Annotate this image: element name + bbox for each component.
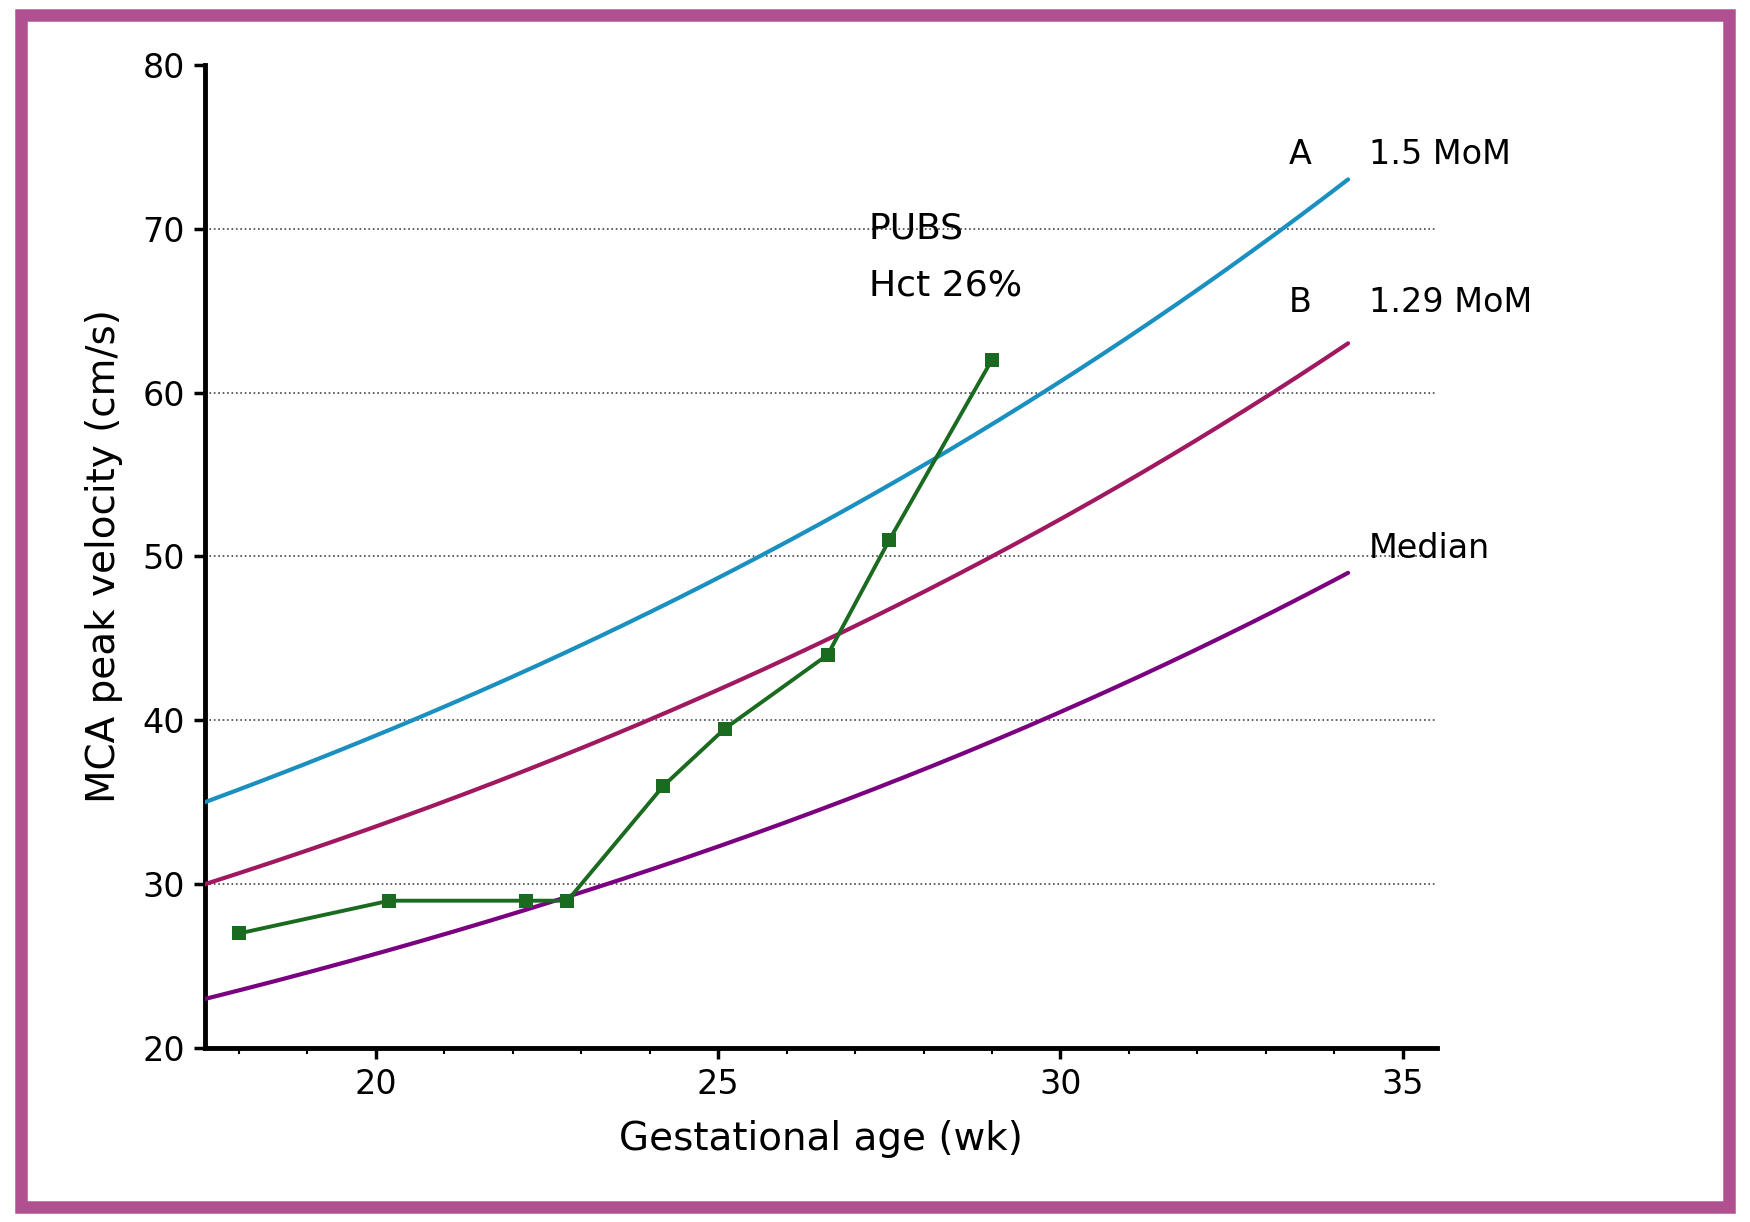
Text: PUBS: PUBS: [868, 211, 964, 246]
Text: B: B: [1288, 286, 1311, 319]
Text: A: A: [1288, 138, 1311, 171]
X-axis label: Gestational age (wk): Gestational age (wk): [620, 1121, 1022, 1158]
Text: 1.5 MoM: 1.5 MoM: [1368, 138, 1510, 171]
Text: 1.29 MoM: 1.29 MoM: [1368, 286, 1531, 319]
Y-axis label: MCA peak velocity (cm/s): MCA peak velocity (cm/s): [86, 309, 122, 803]
Text: Hct 26%: Hct 26%: [868, 269, 1022, 303]
Text: Median: Median: [1368, 532, 1489, 565]
